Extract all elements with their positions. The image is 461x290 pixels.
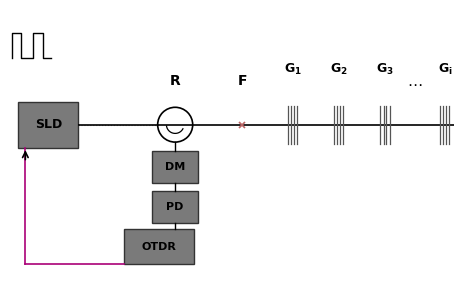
FancyBboxPatch shape bbox=[152, 151, 198, 183]
Text: PD: PD bbox=[166, 202, 184, 212]
FancyBboxPatch shape bbox=[124, 229, 194, 264]
Text: SLD: SLD bbox=[35, 118, 62, 131]
Text: $\mathbf{G_3}$: $\mathbf{G_3}$ bbox=[376, 62, 394, 77]
Text: F: F bbox=[237, 75, 247, 88]
Text: $\mathbf{G_2}$: $\mathbf{G_2}$ bbox=[330, 62, 348, 77]
Text: OTDR: OTDR bbox=[142, 242, 177, 251]
Text: $\mathbf{G_i}$: $\mathbf{G_i}$ bbox=[437, 62, 452, 77]
Text: R: R bbox=[170, 75, 181, 88]
Text: DM: DM bbox=[165, 162, 185, 172]
Text: $\cdots$: $\cdots$ bbox=[407, 76, 423, 91]
FancyBboxPatch shape bbox=[152, 191, 198, 223]
FancyBboxPatch shape bbox=[18, 102, 78, 148]
Text: $\mathbf{G_1}$: $\mathbf{G_1}$ bbox=[284, 62, 301, 77]
